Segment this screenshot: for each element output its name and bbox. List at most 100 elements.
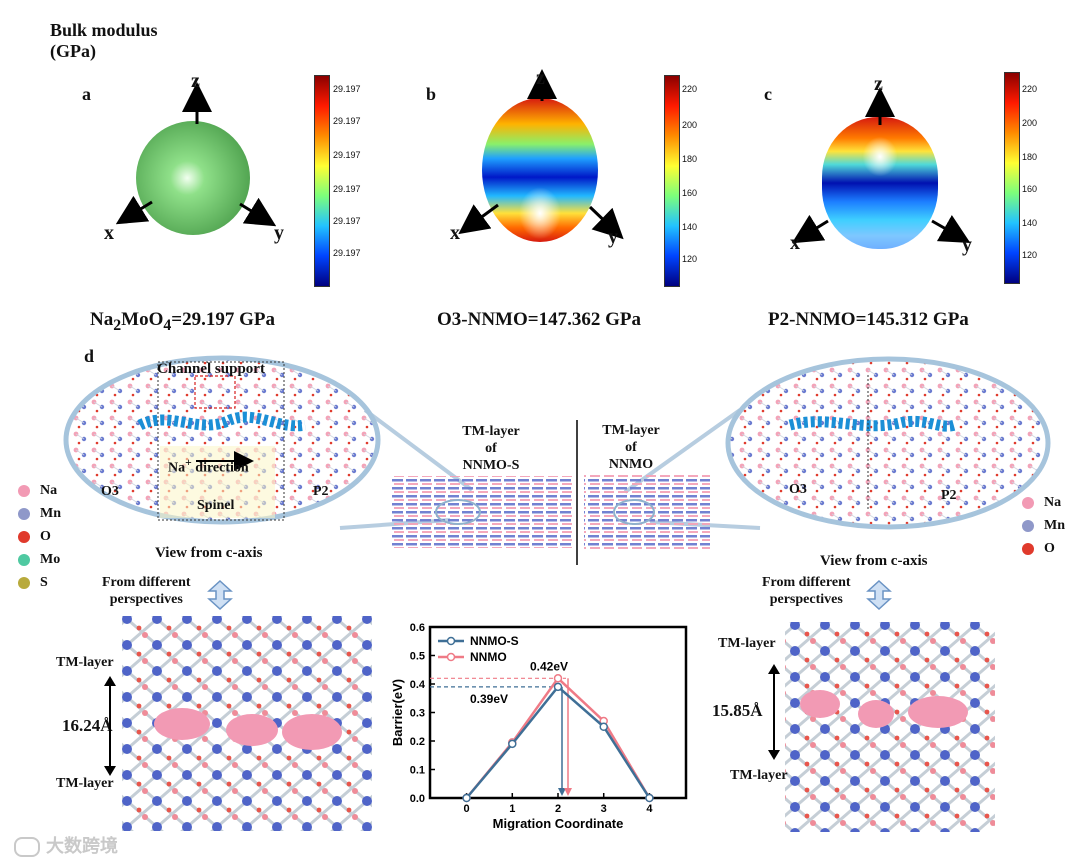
panel-b-x-label: x [450, 222, 460, 244]
cb-a-tick: 29.197 [333, 84, 361, 94]
legend-item: Mn [1022, 514, 1065, 537]
na-dir-prefix: Na [168, 460, 186, 476]
legend-item: S [18, 571, 61, 594]
o-dot-icon [1022, 542, 1034, 555]
barrier-chart: 0.0 0.1 0.2 0.3 0.4 0.5 0.6 0 1 2 3 4 0.42eV 0.39eV NN… [390, 622, 688, 831]
panel-d-illustration [63, 355, 1051, 565]
watermark-logo-icon [14, 837, 40, 858]
legend-right: Na Mn O [1022, 491, 1065, 560]
cb-c-tick: 180 [1022, 152, 1038, 162]
plot-frame [428, 625, 688, 800]
panel-a-x-label: x [104, 222, 114, 244]
watermark-text: 大数跨境 [46, 836, 118, 856]
double-arrow-icon [866, 580, 892, 610]
panel-b-label: b [426, 84, 437, 104]
channel-support-label: Channel support [157, 361, 265, 377]
legend-marker-NNMO [446, 652, 456, 662]
cb-b-tick: 200 [682, 120, 698, 130]
panel-a-label: a [82, 84, 91, 104]
persp-right-label: From different perspectives [762, 574, 851, 608]
left-distance-arrow [104, 676, 116, 776]
persp-right-line: From different [762, 575, 851, 590]
panel-b-z-label: z [536, 67, 545, 89]
data-point-NNMO-S [553, 682, 563, 692]
data-point-NNMO-S [508, 739, 517, 749]
mn-dot-icon [18, 507, 30, 520]
nnmos-drop-arrow [558, 788, 566, 796]
caption-a-sub: 4 [163, 316, 172, 334]
right-tm-bottom-label: TM-layer [730, 768, 788, 783]
cb-b-tick: 220 [682, 84, 698, 94]
panel-d-label: d [84, 346, 95, 366]
watermark: 大数跨境 [14, 832, 118, 858]
cb-c-tick: 120 [1022, 250, 1038, 260]
legend-item: O [18, 525, 61, 548]
panel-c-colorbar [1004, 72, 1020, 284]
mo-dot-icon [18, 553, 30, 566]
legend-item: Na [18, 479, 61, 502]
panel-c-caption: P2-NNMO=145.312 GPa [768, 309, 969, 330]
center-right-line: of [625, 440, 637, 455]
right-distance-arrow [768, 664, 780, 760]
panel-c-y-label: y [962, 234, 972, 256]
cb-c-tick: 160 [1022, 184, 1038, 194]
header-line2: (GPa) [50, 41, 96, 61]
legend-label-NNMO: NNMO [470, 650, 507, 664]
panel-a-caption: Na2MoO4=29.197 GPa [90, 309, 275, 335]
o-dot-icon [18, 530, 30, 543]
left-o3-label: O3 [101, 484, 119, 499]
legend-item: Mo [18, 548, 61, 571]
s-dot-icon [18, 576, 30, 589]
cb-a-tick: 29.197 [333, 116, 361, 126]
panel-c-z-label: z [874, 73, 883, 95]
legend-label-NNMO-S: NNMO-S [470, 634, 519, 648]
y-tick-label: 0.4 [410, 679, 426, 691]
cb-a-tick: 29.197 [333, 248, 361, 258]
caption-a-part: Na [90, 309, 114, 330]
y-tick-label: 0.1 [410, 765, 425, 777]
y-tick-label: 0.6 [410, 622, 425, 634]
panel-a-colorbar [314, 75, 330, 287]
cb-c-tick: 200 [1022, 118, 1038, 128]
spinel-label: Spinel [197, 498, 235, 513]
panel-a-sphere [115, 82, 277, 235]
panel-a-z-label: z [191, 70, 200, 92]
caption-a-sub: 2 [113, 316, 122, 334]
y-tick-label: 0.0 [410, 793, 425, 805]
right-crystal-structure [785, 622, 995, 832]
persp-left-line: perspectives [109, 592, 183, 607]
x-tick-label: 2 [555, 803, 561, 815]
annotation-0.39eV: 0.39eV [470, 692, 508, 706]
x-tick-label: 0 [464, 803, 470, 815]
left-crystal-structure [122, 616, 372, 831]
y-tick-label: 0.2 [410, 736, 425, 748]
center-left-label: TM-layer of NNMO-S [446, 423, 536, 474]
right-p2-label: P2 [941, 488, 957, 503]
legend-label: O [1044, 540, 1055, 556]
figure-header: Bulk modulus (GPa) [50, 20, 158, 62]
x-tick-label: 1 [509, 803, 515, 815]
legend-label: Na [1044, 494, 1062, 510]
panel-b-colorbar [664, 75, 680, 287]
data-point-NNMO-S [645, 793, 654, 803]
right-tm-top-label: TM-layer [718, 636, 776, 651]
center-right-label: TM-layer of NNMO [586, 422, 676, 473]
panel-a-y-label: y [274, 222, 284, 244]
double-arrow-icon [207, 580, 233, 610]
right-o3-label: O3 [789, 482, 807, 497]
legend-left: Na Mn O Mo S [18, 479, 61, 594]
x-tick-label: 4 [646, 803, 653, 815]
center-right-line: NNMO [608, 457, 654, 472]
legend-label: O [40, 528, 51, 544]
panel-c-surface [791, 87, 971, 249]
x-tick-label: 3 [601, 803, 607, 815]
panel-c-label: c [764, 84, 772, 104]
x-axis-label: Migration Coordinate [493, 816, 624, 831]
cb-b-tick: 180 [682, 154, 698, 164]
legend-item: Mn [18, 502, 61, 525]
header-line1: Bulk modulus [50, 20, 158, 40]
cb-b-tick: 140 [682, 222, 698, 232]
legend-label: Na [40, 482, 58, 498]
center-left-line: of [485, 441, 497, 456]
annotation-0.42eV: 0.42eV [530, 659, 568, 673]
